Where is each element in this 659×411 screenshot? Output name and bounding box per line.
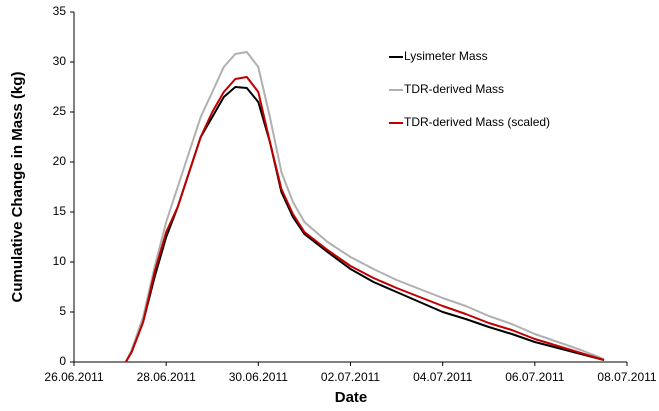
y-axis-title: Cumulative Change in Mass (kg) bbox=[9, 72, 26, 303]
x-tick-label: 02.07.2011 bbox=[321, 370, 380, 384]
y-tick-label: 35 bbox=[53, 4, 67, 18]
x-axis-title: Date bbox=[335, 389, 368, 406]
series-line bbox=[124, 51, 605, 363]
x-tick-label: 04.07.2011 bbox=[413, 370, 472, 384]
legend-label: Lysimeter Mass bbox=[404, 49, 488, 63]
x-tick-label: 08.07.2011 bbox=[597, 370, 656, 384]
legend-label: TDR-derived Mass bbox=[404, 82, 504, 96]
x-tick-label: 30.06.2011 bbox=[229, 370, 288, 384]
y-tick-label: 25 bbox=[53, 104, 67, 118]
x-tick-label: 28.06.2011 bbox=[137, 370, 196, 384]
x-tick-label: 06.07.2011 bbox=[505, 370, 564, 384]
legend-label: TDR-derived Mass (scaled) bbox=[404, 115, 550, 129]
y-tick-label: 30 bbox=[53, 54, 67, 68]
y-tick-label: 20 bbox=[53, 154, 67, 168]
series-line bbox=[124, 76, 605, 363]
x-tick-label: 26.06.2011 bbox=[44, 370, 103, 384]
y-tick-label: 15 bbox=[53, 204, 67, 218]
y-tick-label: 5 bbox=[59, 304, 66, 318]
y-tick-label: 10 bbox=[53, 254, 67, 268]
y-tick-label: 0 bbox=[59, 354, 66, 368]
